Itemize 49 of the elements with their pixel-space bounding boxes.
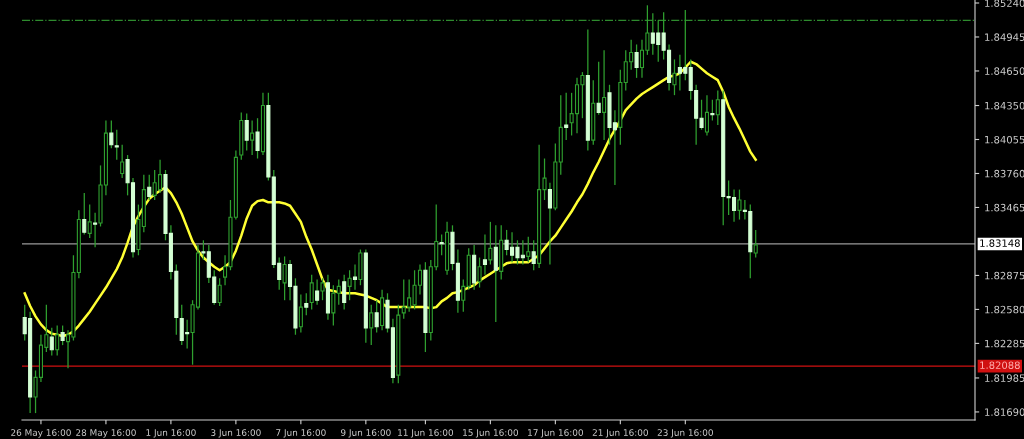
x-tick-label: 21 Jun 16:00	[592, 429, 648, 438]
y-tick-label: 1.82285	[985, 339, 1024, 348]
ref-line-label: 1.83148	[980, 239, 1020, 247]
x-tick-label: 26 May 16:00	[11, 429, 71, 438]
y-tick-label: 1.84650	[985, 67, 1024, 75]
candlestick	[737, 188, 742, 221]
y-tick-label: 1.84055	[985, 135, 1024, 144]
x-tick-label: 1 Jun 16:00	[146, 429, 196, 438]
x-tick-label: 15 Jun 16:00	[463, 429, 519, 438]
y-tick-label: 1.85240	[985, 0, 1024, 7]
candlestick	[217, 277, 222, 307]
candlestick	[477, 256, 482, 289]
candlestick	[331, 284, 336, 327]
y-tick-label: 1.84945	[985, 33, 1024, 41]
x-tick-label: 11 Jun 16:00	[398, 429, 454, 438]
x-tick-label: 28 May 16:00	[76, 429, 136, 438]
y-tick-label: 1.81690	[985, 408, 1024, 416]
candlestick	[488, 221, 493, 266]
x-tick-label: 17 Jun 16:00	[528, 429, 583, 438]
candlestick	[298, 293, 303, 334]
candlestick	[320, 277, 325, 301]
y-tick-label: 1.84350	[985, 101, 1024, 110]
candlestick	[704, 94, 710, 137]
candlestick	[309, 274, 314, 311]
y-tick-label: 1.82580	[985, 305, 1024, 314]
x-tick-label: 9 Jun 16:00	[340, 429, 391, 438]
candlestick	[87, 203, 92, 239]
candlestick	[672, 58, 677, 96]
candlestick	[114, 129, 119, 161]
y-tick-label: 1.83465	[985, 203, 1024, 212]
y-tick-label: 1.81985	[985, 374, 1024, 382]
candlestick	[336, 278, 341, 306]
x-tick-label: 7 Jun 16:00	[276, 429, 326, 438]
x-tick-label: 23 Jun 16:00	[657, 429, 713, 438]
candlestick	[282, 255, 287, 301]
candlestick	[55, 324, 60, 357]
candlestick	[347, 269, 352, 301]
y-tick-label: 1.83760	[985, 169, 1024, 178]
candlestick	[250, 119, 255, 156]
candlestick	[715, 89, 720, 126]
candlestick	[526, 236, 531, 263]
candlestick	[369, 304, 374, 346]
candlestick	[753, 229, 758, 259]
x-tick-label: 3 Jun 16:00	[211, 429, 261, 438]
ref-line-label: 1.82088	[980, 361, 1020, 369]
candlestick	[602, 49, 607, 141]
candlestick	[120, 144, 125, 179]
y-tick-label: 1.82875	[985, 271, 1024, 280]
candlestick	[461, 278, 466, 313]
